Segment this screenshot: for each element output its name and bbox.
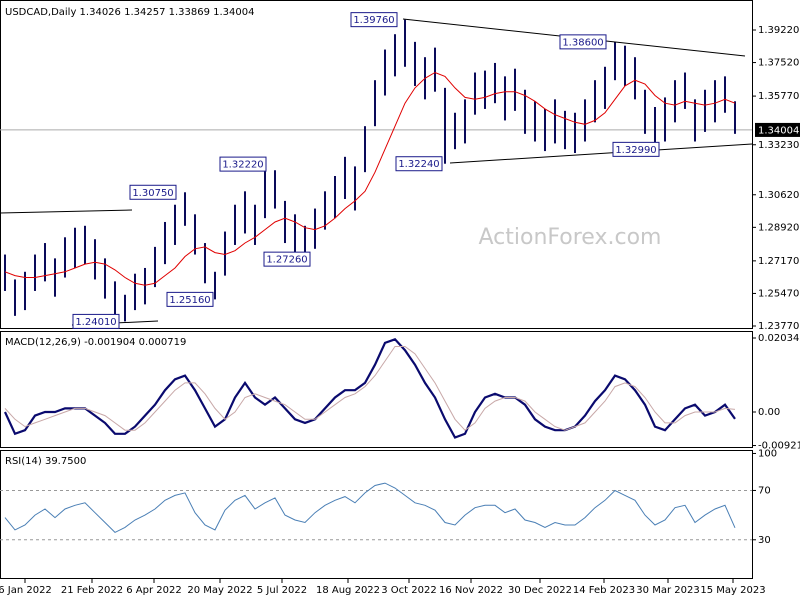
macd-panel — [0, 331, 753, 448]
y-tick-label: 1.37520 — [758, 58, 799, 69]
x-tick-label: 30 Dec 2022 — [508, 585, 572, 596]
y-tick-label: 1.27170 — [758, 256, 799, 267]
y-tick-label: 70 — [758, 485, 771, 496]
y-tick-label: 1.25470 — [758, 288, 799, 299]
annotation-box — [350, 12, 398, 28]
annotation-label: 1.32240 — [398, 159, 439, 170]
indicator-line — [4, 482, 736, 534]
x-tick-label: 21 Feb 2022 — [61, 585, 123, 596]
annotation-label: 1.32990 — [615, 145, 656, 156]
y-tick-label: 100 — [758, 448, 777, 459]
y-tick-label: 0.020349 — [758, 333, 800, 344]
watermark: ActionForex.com — [479, 225, 662, 250]
y-tick-label: -0.009215 — [758, 441, 800, 452]
annotation-box — [219, 156, 267, 172]
annotation-label: 1.25160 — [169, 295, 210, 306]
annotation-box — [559, 34, 607, 50]
annotation-box — [612, 141, 660, 157]
trend-line — [449, 143, 753, 164]
x-tick-label: 14 Feb 2023 — [573, 585, 635, 596]
x-tick-label: 3 Oct 2022 — [381, 585, 436, 596]
rsi-panel — [0, 450, 753, 579]
last-price-box — [755, 122, 800, 137]
y-tick-label: 30 — [758, 535, 771, 546]
y-tick-label: 1.30620 — [758, 190, 799, 201]
annotation-label: 1.27260 — [266, 255, 307, 266]
x-tick-label: 5 Jul 2022 — [257, 585, 307, 596]
y-tick-label: 1.33230 — [758, 140, 799, 151]
y-tick-label: 1.35770 — [758, 91, 799, 102]
annotation-label: 1.32220 — [222, 160, 263, 171]
x-tick-label: 16 Nov 2022 — [439, 585, 503, 596]
annotation-box — [263, 251, 311, 267]
x-tick-label: 15 May 2023 — [700, 585, 765, 596]
price-panel — [0, 0, 753, 329]
y-tick-label: 1.23770 — [758, 321, 799, 332]
annotation-label: 1.38600 — [562, 37, 603, 48]
x-tick-label: 18 Aug 2022 — [316, 585, 380, 596]
panel-title: MACD(12,26,9) -0.001904 0.000719 — [5, 337, 186, 348]
x-tick-label: 30 Mar 2023 — [636, 585, 699, 596]
annotation-box — [129, 184, 177, 200]
trend-line — [0, 209, 133, 214]
y-tick-label: 1.39220 — [758, 25, 799, 36]
annotation-label: 1.24010 — [75, 317, 116, 328]
annotation-label: 1.30750 — [132, 188, 173, 199]
y-tick-label: 1.28920 — [758, 222, 799, 233]
indicator-line — [4, 338, 736, 439]
annotation-label: 1.39760 — [353, 15, 394, 26]
x-tick-label: 20 May 2022 — [187, 585, 252, 596]
moving-average — [4, 71, 736, 286]
x-tick-label: 6 Apr 2022 — [126, 585, 181, 596]
x-tick-label: 6 Jan 2022 — [0, 585, 52, 596]
y-tick-label: 0.00 — [758, 407, 780, 418]
annotation-box — [72, 313, 120, 329]
panel-title: RSI(14) 39.7500 — [5, 456, 86, 467]
last-price-label: 1.34004 — [758, 125, 799, 136]
annotation-box — [395, 156, 443, 172]
panel-title: USDCAD,Daily 1.34026 1.34257 1.33869 1.3… — [5, 7, 255, 18]
indicator-line — [4, 346, 736, 431]
annotation-box — [166, 291, 214, 307]
